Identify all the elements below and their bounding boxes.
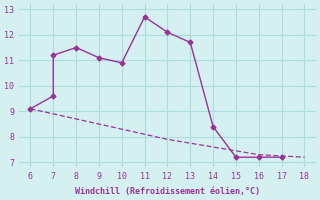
- X-axis label: Windchill (Refroidissement éolien,°C): Windchill (Refroidissement éolien,°C): [75, 187, 260, 196]
